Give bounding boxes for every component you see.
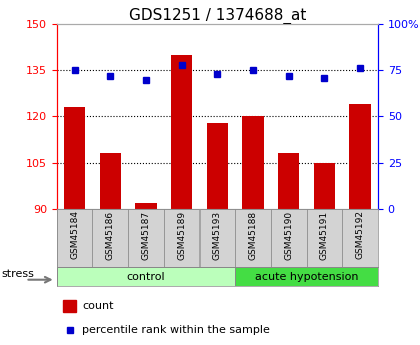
Bar [57,209,92,267]
Bar [314,162,335,209]
Bar [100,153,121,209]
Text: GSM45186: GSM45186 [106,210,115,259]
Bar [349,104,371,209]
Text: GSM45193: GSM45193 [213,210,222,259]
Text: GSM45184: GSM45184 [70,210,79,259]
Text: GSM45190: GSM45190 [284,210,293,259]
Bar [200,209,235,267]
Bar [235,209,271,267]
Text: GSM45188: GSM45188 [249,210,257,259]
Bar [307,209,342,267]
Bar [342,209,378,267]
Bar [57,267,235,286]
Text: percentile rank within the sample: percentile rank within the sample [82,325,270,335]
Bar [135,203,157,209]
Bar [64,107,85,209]
Text: GSM45187: GSM45187 [142,210,150,259]
Text: GSM45189: GSM45189 [177,210,186,259]
Bar [242,117,264,209]
Bar [164,209,200,267]
Text: count: count [82,301,114,311]
Bar [271,209,307,267]
Bar [235,267,378,286]
Bar [128,209,164,267]
Title: GDS1251 / 1374688_at: GDS1251 / 1374688_at [129,8,306,24]
Bar [63,300,76,312]
Bar [278,153,299,209]
Text: acute hypotension: acute hypotension [255,272,358,282]
Bar [207,122,228,209]
Text: GSM45191: GSM45191 [320,210,329,259]
Text: GSM45192: GSM45192 [356,210,365,259]
Bar [171,55,192,209]
Text: control: control [127,272,165,282]
Bar [92,209,128,267]
Text: stress: stress [1,269,34,279]
